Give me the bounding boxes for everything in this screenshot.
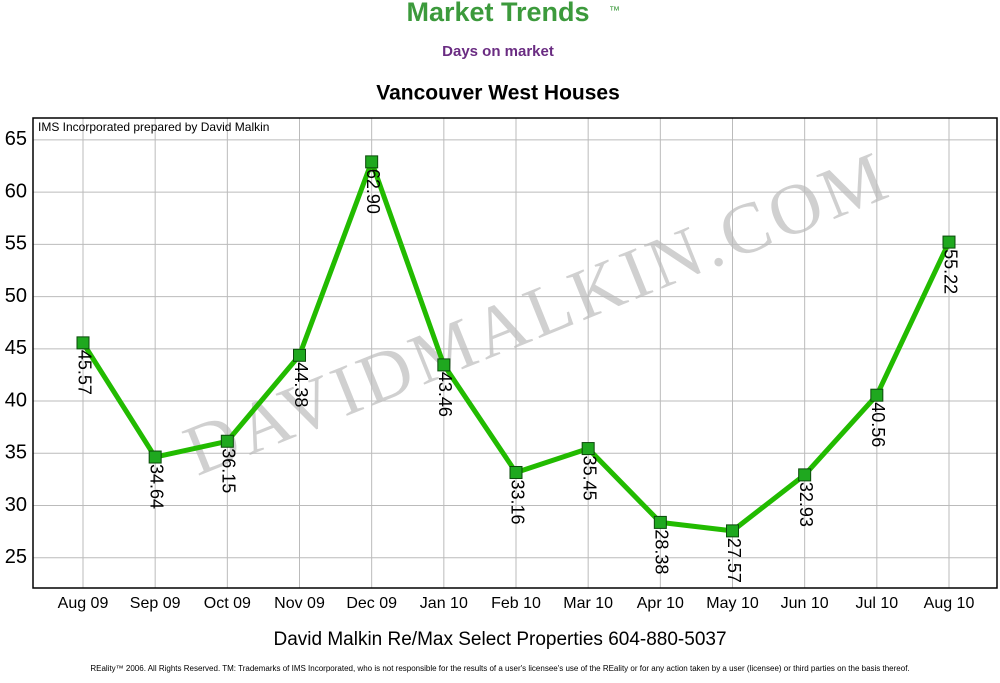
disclaimer: REality™ 2006. All Rights Reserved. TM: …: [90, 664, 909, 673]
data-label: 28.38: [652, 529, 672, 574]
marker: [870, 388, 884, 402]
contact: David Malkin Re/Max Select Properties 60…: [273, 629, 726, 650]
data-label: 44.38: [291, 362, 311, 407]
x-tick-label: Sep 09: [130, 595, 181, 612]
marker: [76, 336, 90, 350]
y-tick-label: 25: [5, 546, 27, 568]
data-label: 35.45: [579, 456, 599, 501]
marker: [220, 434, 234, 448]
y-tick-label: 40: [5, 389, 27, 411]
data-label: 40.56: [868, 402, 888, 447]
x-tick-label: Aug 09: [58, 595, 109, 612]
x-tick-label: Dec 09: [346, 595, 397, 612]
chart-title: Vancouver West Houses: [376, 82, 620, 105]
y-tick-label: 35: [5, 442, 27, 464]
marker: [653, 515, 667, 529]
subtitle: Days on market: [442, 43, 554, 60]
data-label: 27.57: [724, 538, 744, 583]
marker: [726, 524, 739, 538]
source: IMS Incorporated prepared by David Malki…: [38, 120, 269, 134]
plot-border: [32, 117, 998, 589]
data-label: 55.22: [940, 249, 960, 294]
marker: [365, 155, 379, 169]
data-label: 36.15: [219, 448, 239, 493]
y-tick-label: 55: [5, 233, 27, 255]
x-tick-label: Jan 10: [420, 595, 468, 612]
data-label: 45.57: [74, 350, 94, 395]
y-tick-label: 50: [5, 285, 27, 307]
data-label: 33.16: [507, 479, 527, 524]
x-tick-label: May 10: [706, 595, 759, 612]
y-tick-label: 45: [5, 337, 27, 359]
x-tick-label: Mar 10: [563, 595, 613, 612]
trademark: ™: [609, 5, 620, 17]
y-tick-label: 60: [5, 180, 27, 202]
marker: [581, 442, 595, 456]
x-tick-label: Jun 10: [781, 595, 829, 612]
marker: [509, 465, 523, 479]
marker: [148, 450, 162, 464]
x-tick-label: Nov 09: [274, 595, 325, 612]
y-tick-label: 30: [5, 494, 27, 516]
marker: [437, 358, 451, 372]
x-tick-label: Oct 09: [204, 595, 251, 612]
plot-area: [33, 118, 997, 588]
x-tick-label: Aug 10: [924, 595, 975, 612]
data-label: 62.90: [363, 169, 383, 214]
marker: [942, 235, 956, 249]
marker: [798, 468, 812, 482]
data-label: 43.46: [435, 372, 455, 417]
data-label: 34.64: [146, 464, 166, 509]
x-tick-label: Feb 10: [491, 595, 541, 612]
data-label: 32.93: [796, 482, 816, 527]
marker: [293, 348, 306, 362]
y-tick-label: 65: [5, 128, 27, 150]
x-tick-label: Jul 10: [855, 595, 898, 612]
brand: Market Trends: [406, 0, 589, 27]
x-tick-label: Apr 10: [637, 595, 684, 612]
